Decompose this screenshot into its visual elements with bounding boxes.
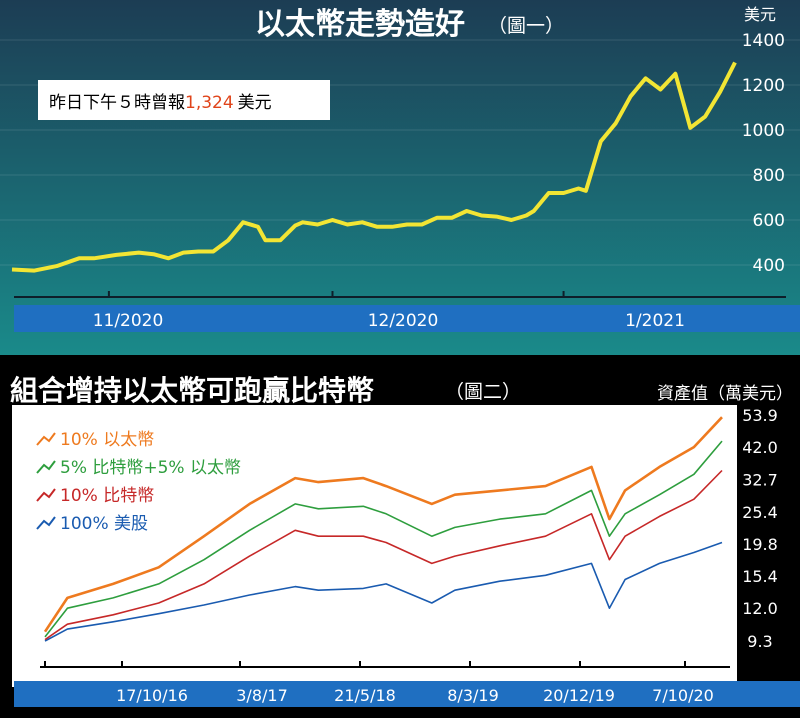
chart1-x-tick-label: 12/2020 — [368, 311, 439, 331]
legend-swatch — [36, 516, 56, 530]
callout-suffix: 美元 — [238, 93, 272, 113]
chart1-y-tick-label: 800 — [753, 166, 785, 186]
chart2-x-axis: 17/10/16 3/8/17 21/5/18 8/3/19 20/12/19 7/10/… — [14, 661, 800, 707]
chart2-series-line — [44, 541, 723, 642]
chart2-y-tick-label: 19.8 — [742, 535, 778, 554]
chart2-x-tick-label: 17/10/16 — [116, 686, 188, 705]
chart2-x-tick-label: 8/3/19 — [447, 686, 499, 705]
chart2-legend: 10% 以太幣 5% 比特幣+5% 以太幣 10% 比特幣 100% 美股 — [36, 430, 241, 534]
chart1-title: 以太幣走勢造好 — [255, 7, 465, 42]
legend-swatch — [36, 488, 56, 502]
chart1-y-tick-label: 1200 — [742, 76, 785, 96]
chart2-x-tick-label: 20/12/19 — [543, 686, 615, 705]
chart1-x-tick-label: 11/2020 — [93, 311, 164, 331]
chart2-x-tick-label: 21/5/18 — [334, 686, 396, 705]
chart2-axis-band — [14, 681, 800, 707]
ether-price-chart: 11/2020 12/2020 1/2021 以太幣走勢造好 （圖一） 美元 400… — [0, 0, 800, 355]
chart2-y-tick-label: 42.0 — [742, 438, 778, 457]
callout-box — [38, 80, 330, 120]
chart2-series-line — [43, 416, 723, 633]
callout-text: 昨日下午５時曾報1,324 美元 — [49, 93, 272, 113]
chart1-y-unit: 美元 — [744, 5, 776, 24]
legend-swatch — [36, 432, 56, 446]
chart1-y-tick-label: 400 — [753, 256, 785, 276]
legend-label: 100% 美股 — [60, 514, 148, 534]
legend-label: 10% 比特幣 — [60, 486, 154, 506]
chart2-y-unit: 資產值（萬美元） — [657, 384, 793, 404]
chart1-background — [0, 0, 800, 355]
legend-label: 5% 比特幣+5% 以太幣 — [60, 458, 241, 478]
chart1-y-tick-label: 1400 — [742, 31, 785, 51]
chart2-y-tick-label: 9.3 — [747, 632, 772, 651]
chart2-x-tick-label: 7/10/20 — [652, 686, 714, 705]
chart1-y-tick-label: 1000 — [742, 121, 785, 141]
chart2-y-tick-label: 12.0 — [742, 599, 778, 618]
portfolio-chart: 組合增持以太幣可跑贏比特幣 （圖二） 資產值（萬美元） 9.3 12.0 15.4 1… — [0, 355, 800, 718]
legend-label: 10% 以太幣 — [60, 430, 154, 450]
chart1-x-axis: 11/2020 12/2020 1/2021 — [14, 291, 800, 332]
chart2-series-line — [44, 469, 723, 641]
chart2-plot-area — [12, 405, 737, 687]
chart2-y-tick-label: 25.4 — [742, 503, 778, 522]
chart1-y-tick-labels: 400 600 800 1000 1200 1400 — [742, 31, 785, 276]
chart1-x-tick-label: 1/2021 — [625, 311, 685, 331]
chart2-series-lines — [43, 416, 723, 642]
chart2-y-tick-labels: 9.3 12.0 15.4 19.8 25.4 32.7 42.0 53.9 — [742, 406, 778, 651]
chart2-y-tick-label: 32.7 — [742, 470, 778, 489]
legend-swatch — [36, 460, 56, 474]
chart2-subtitle: （圖二） — [445, 381, 521, 403]
chart1-axis-band — [14, 305, 800, 332]
chart2-y-tick-label: 53.9 — [742, 406, 778, 425]
chart2-series-line — [44, 440, 723, 638]
price-callout: 昨日下午５時曾報1,324 美元 — [38, 80, 330, 120]
callout-prefix: 昨日下午５時曾報 — [49, 93, 185, 113]
chart1-subtitle: （圖一） — [488, 15, 564, 37]
chart1-series-line — [11, 61, 737, 273]
chart2-title: 組合增持以太幣可跑贏比特幣 — [10, 374, 374, 407]
callout-value: 1,324 — [185, 93, 234, 113]
chart2-x-tick-label: 3/8/17 — [236, 686, 288, 705]
chart1-y-tick-label: 600 — [753, 211, 785, 231]
chart2-y-tick-label: 15.4 — [742, 567, 778, 586]
